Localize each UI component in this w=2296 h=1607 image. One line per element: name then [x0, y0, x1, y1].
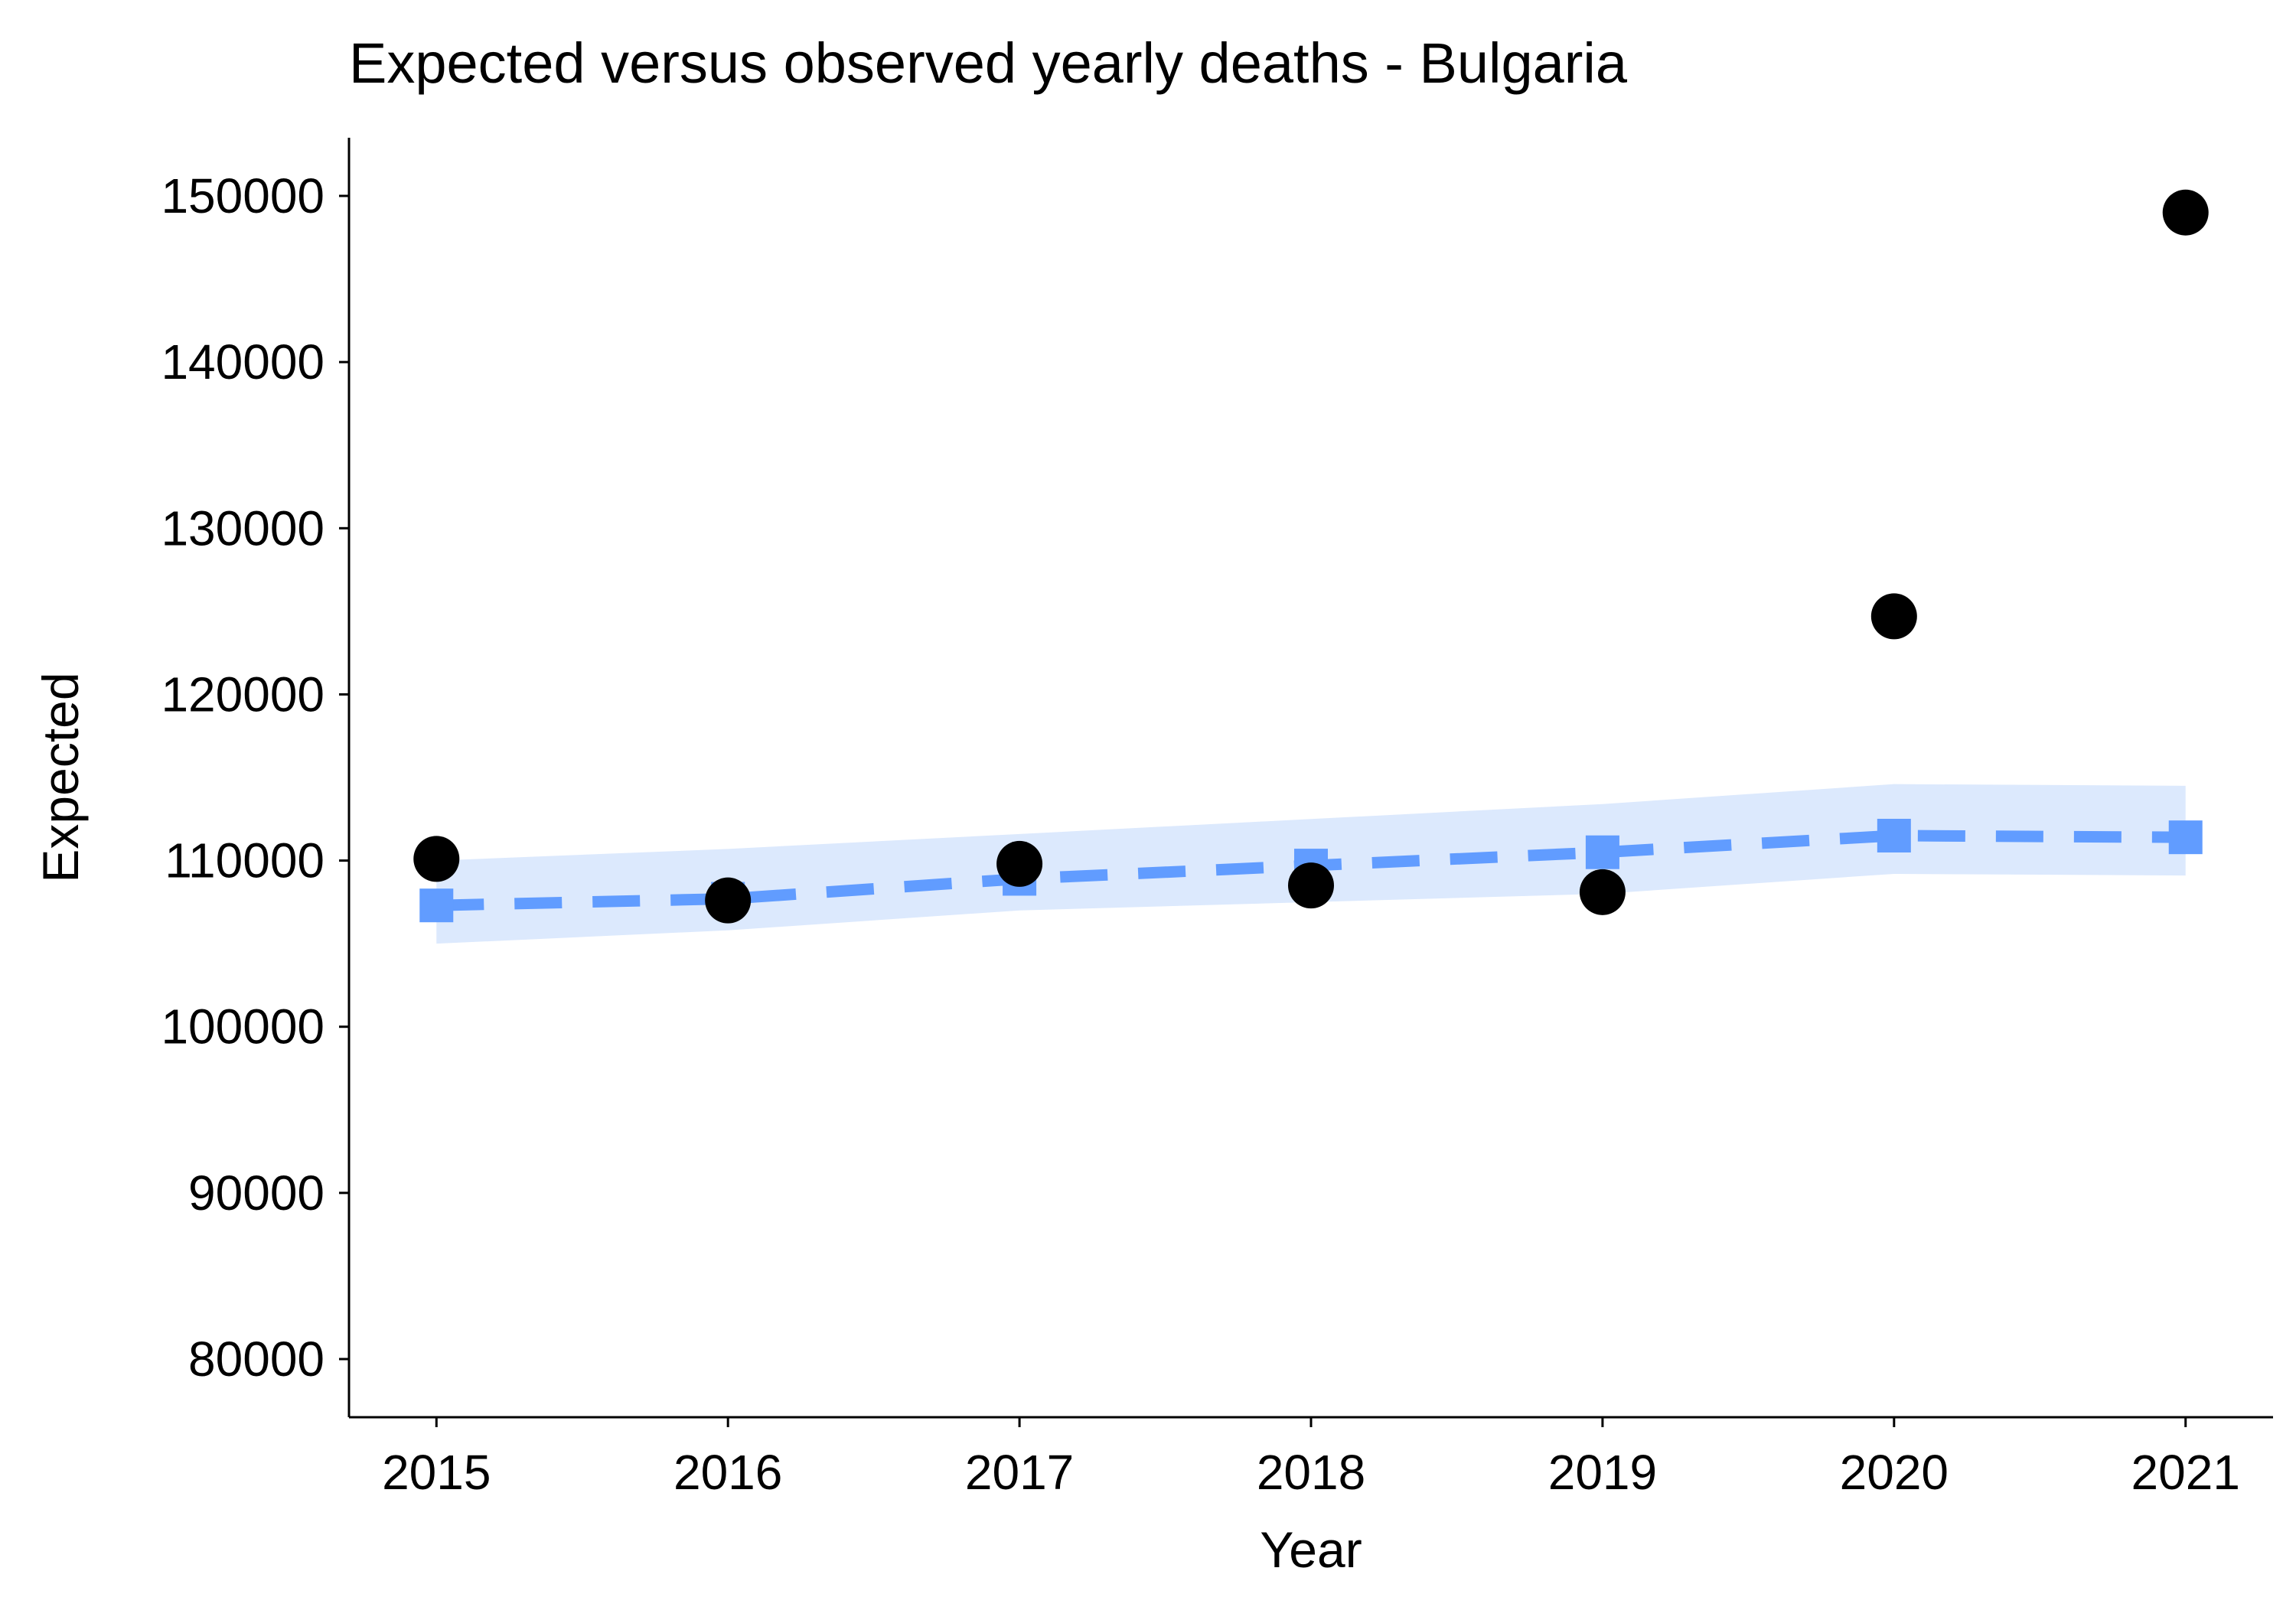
x-axis-title: Year — [1260, 1521, 1362, 1578]
y-axis-title: Expected — [32, 672, 89, 882]
y-axis-ticks: 80000 90000 100000 110000 120000 130000 140000… — [161, 168, 349, 1387]
expected-marker — [2168, 820, 2203, 855]
x-tick-label: 2016 — [673, 1445, 782, 1500]
y-tick-label: 130000 — [161, 500, 325, 556]
plot-area — [413, 189, 2209, 944]
observed-point — [996, 840, 1043, 887]
observed-point — [705, 877, 752, 924]
observed-point — [1870, 593, 1917, 640]
x-tick-label: 2019 — [1548, 1445, 1657, 1500]
y-tick-label: 110000 — [165, 833, 325, 888]
y-tick-label: 90000 — [188, 1165, 325, 1221]
y-tick-label: 150000 — [161, 168, 325, 223]
x-tick-label: 2021 — [2131, 1445, 2240, 1500]
x-tick-label: 2017 — [965, 1445, 1074, 1500]
y-tick-label: 100000 — [161, 999, 325, 1054]
expected-marker — [1585, 835, 1619, 869]
observed-point — [1288, 862, 1334, 909]
expected-marker — [419, 888, 454, 923]
x-tick-label: 2020 — [1840, 1445, 1949, 1500]
observed-point — [413, 836, 460, 882]
y-tick-label: 80000 — [188, 1332, 325, 1387]
y-tick-label: 120000 — [161, 667, 325, 722]
y-tick-label: 140000 — [161, 334, 325, 390]
observed-points-layer — [413, 189, 2209, 924]
x-tick-label: 2015 — [382, 1445, 491, 1500]
expected-marker — [1877, 819, 1911, 852]
chart-title: Expected versus observed yearly deaths -… — [349, 31, 1628, 95]
observed-point — [2162, 189, 2209, 236]
x-axis-ticks: 2015 2016 2017 2018 2019 2020 2021 — [382, 1417, 2240, 1500]
observed-point — [1579, 869, 1626, 915]
x-tick-label: 2018 — [1257, 1445, 1365, 1500]
